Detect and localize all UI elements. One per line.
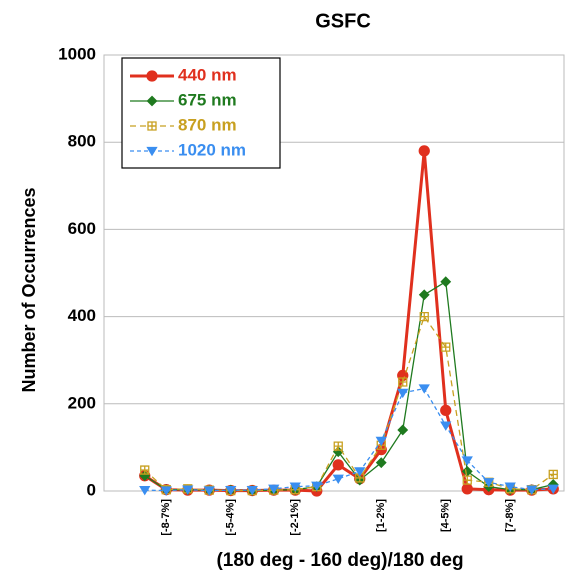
- series-line: [144, 387, 554, 492]
- y-axis-label: Number of Occurrences: [19, 187, 39, 392]
- legend-marker: [146, 146, 158, 157]
- x-tick-label: [-2-1%]: [289, 499, 301, 536]
- point: [398, 377, 408, 387]
- y-tick-label: 400: [68, 306, 96, 325]
- point: [333, 441, 343, 451]
- legend-marker: [146, 95, 158, 107]
- point: [332, 474, 344, 485]
- point: [418, 384, 430, 394]
- x-tick-label: [7-8%]: [504, 499, 516, 532]
- point: [419, 311, 429, 322]
- point: [526, 485, 538, 495]
- legend-label: 870 nm: [178, 115, 237, 134]
- y-tick-label: 200: [68, 393, 96, 412]
- point: [139, 485, 151, 496]
- legend-label: 1020 nm: [178, 140, 246, 159]
- y-tick-label: 800: [68, 132, 96, 151]
- point: [268, 484, 280, 495]
- x-tick-label: [-5-4%]: [225, 499, 237, 536]
- x-axis-label: (180 deg - 160 deg)/180 deg: [216, 550, 463, 571]
- legend-marker: [147, 121, 157, 131]
- y-tick-label: 1000: [58, 44, 96, 63]
- point: [246, 485, 258, 496]
- point: [354, 467, 366, 477]
- point: [440, 404, 452, 416]
- point: [225, 485, 237, 496]
- chart-title: GSFC: [315, 10, 371, 32]
- point: [440, 421, 452, 431]
- legend-label: 440 nm: [178, 65, 237, 84]
- point: [440, 276, 452, 288]
- point: [375, 436, 387, 447]
- point: [140, 465, 150, 475]
- point: [483, 478, 495, 488]
- point: [397, 388, 409, 399]
- x-tick-label: [-8-7%]: [160, 499, 172, 536]
- point: [182, 485, 194, 495]
- y-tick-label: 0: [87, 480, 96, 499]
- point: [461, 456, 473, 466]
- point: [332, 459, 344, 471]
- point: [397, 424, 409, 436]
- legend-label: 675 nm: [178, 90, 237, 109]
- series-line: [144, 280, 554, 492]
- point: [504, 482, 516, 492]
- point: [461, 483, 473, 495]
- series-line: [143, 150, 554, 493]
- point: [375, 457, 387, 469]
- point: [160, 486, 172, 496]
- y-tick-label: 600: [68, 219, 96, 238]
- x-tick-label: [1-2%]: [375, 499, 387, 532]
- x-tick-label: [4-5%]: [440, 499, 452, 532]
- point: [203, 486, 215, 496]
- point: [547, 484, 559, 495]
- point: [418, 145, 430, 157]
- point: [418, 289, 430, 301]
- point: [311, 481, 323, 492]
- point: [441, 342, 451, 352]
- point: [462, 475, 472, 485]
- point: [548, 469, 558, 480]
- point: [289, 482, 301, 492]
- legend-marker: [146, 70, 158, 82]
